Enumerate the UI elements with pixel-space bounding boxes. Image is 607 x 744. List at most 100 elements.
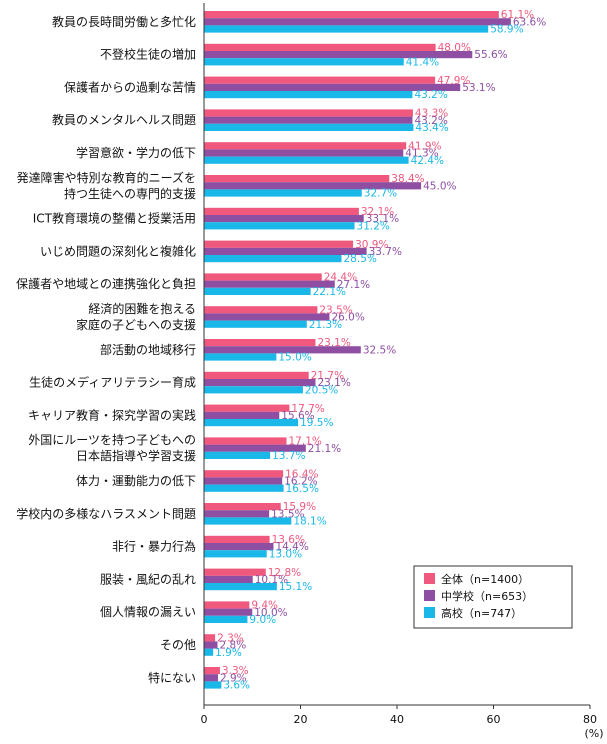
- bar: [204, 175, 390, 183]
- bar: [204, 116, 413, 124]
- bar: [204, 18, 511, 26]
- category-label-line: 日本語指導や学習支援: [76, 448, 196, 463]
- value-label: 24.4%: [324, 272, 357, 284]
- bar: [204, 11, 499, 19]
- legend-swatch: [424, 607, 435, 618]
- bar: [204, 189, 362, 197]
- bar: [204, 273, 322, 281]
- bar: [204, 51, 473, 59]
- bar: [204, 109, 413, 117]
- bar: [204, 91, 413, 99]
- bar: [204, 681, 222, 689]
- value-label: 43.2%: [414, 89, 447, 101]
- value-label: 10.0%: [254, 607, 287, 619]
- value-label: 28.5%: [344, 253, 377, 265]
- value-label: 16.5%: [286, 483, 319, 495]
- bar: [204, 142, 407, 150]
- value-label: 16.2%: [284, 476, 317, 488]
- bar: [204, 535, 270, 543]
- value-label: 55.6%: [474, 49, 507, 61]
- legend: 全体（n=1400） 中学校（n=653） 高校（n=747）: [413, 565, 573, 629]
- bar: [204, 451, 271, 459]
- value-label: 13.6%: [272, 534, 305, 546]
- category-label: いじめ問題の深刻化と複雑化: [40, 243, 196, 258]
- value-label: 18.1%: [293, 516, 326, 528]
- bar: [204, 615, 248, 623]
- value-label: 43.2%: [414, 115, 447, 127]
- bar: [204, 477, 283, 485]
- bar: [204, 149, 404, 157]
- bar: [204, 674, 218, 682]
- value-label: 15.9%: [283, 501, 316, 513]
- bars-layer: [204, 11, 511, 689]
- labels-layer: 教員の長時間労働と多忙化 61.1%63.6%58.9% 不登校生徒の増加 48.0%…: [16, 9, 546, 691]
- category-label: 学校内の多様なハラスメント問題: [16, 506, 196, 521]
- category-label: 部活動の地域移行: [100, 342, 196, 357]
- value-label: 1.9%: [215, 647, 242, 659]
- value-label: 38.4%: [391, 173, 424, 185]
- category-label: ICT教育環境の整備と授業活用: [33, 211, 196, 226]
- bar: [204, 470, 284, 478]
- bar: [204, 601, 250, 609]
- bar: [204, 287, 311, 295]
- bar: [204, 339, 316, 347]
- value-label: 2.9%: [220, 672, 247, 684]
- value-label: 14.4%: [275, 541, 308, 553]
- bar: [204, 247, 367, 255]
- value-label: 17.1%: [289, 436, 322, 448]
- x-tick-label: 60: [487, 713, 501, 726]
- value-label: 32.1%: [361, 206, 394, 218]
- legend-label: 中学校（n=653）: [441, 589, 533, 603]
- legend-label: 全体（n=1400）: [441, 572, 529, 586]
- value-label: 33.7%: [369, 246, 402, 258]
- value-label: 21.3%: [309, 319, 342, 331]
- bar: [204, 306, 318, 314]
- bar: [204, 543, 274, 551]
- category-label: 外国にルーツを持つ子どもへの日本語指導や学習支援: [28, 432, 196, 463]
- value-label: 21.7%: [311, 370, 344, 382]
- bar: [204, 222, 355, 230]
- value-label: 3.6%: [223, 680, 250, 692]
- value-label: 53.1%: [462, 82, 495, 94]
- bar: [204, 517, 292, 525]
- category-label: 教員のメンタルヘルス問題: [52, 112, 196, 127]
- value-label: 41.4%: [406, 56, 439, 68]
- x-axis: 0 20 40 60 80(%): [201, 3, 604, 740]
- value-label: 32.5%: [363, 344, 396, 356]
- bar: [204, 411, 280, 419]
- value-label: 41.9%: [408, 140, 441, 152]
- bar: [204, 207, 359, 215]
- value-label: 12.8%: [268, 567, 301, 579]
- category-label: 体力・運動能力の低下: [76, 474, 196, 488]
- value-label: 23.1%: [317, 377, 350, 389]
- bar: [204, 346, 361, 354]
- bar: [204, 379, 316, 387]
- bar: [204, 575, 253, 583]
- value-label: 30.9%: [355, 239, 388, 251]
- value-label: 22.1%: [313, 286, 346, 298]
- bar: [204, 503, 281, 511]
- bar: [204, 550, 267, 558]
- value-label: 15.0%: [278, 352, 311, 364]
- value-label: 45.0%: [423, 180, 456, 192]
- value-label: 33.1%: [366, 213, 399, 225]
- category-label: 保護者や地域との連携強化と負担: [16, 276, 196, 291]
- value-label: 58.9%: [490, 24, 523, 36]
- bar: [204, 634, 216, 642]
- value-label: 2.3%: [217, 632, 244, 644]
- value-label: 19.5%: [300, 417, 333, 429]
- bar: [204, 404, 290, 412]
- value-label: 63.6%: [513, 16, 546, 28]
- value-label: 9.0%: [249, 614, 276, 626]
- bar: [204, 83, 461, 91]
- bar: [204, 156, 409, 164]
- category-label-line: 家庭の子どもへの支援: [76, 317, 196, 332]
- category-label: 個人情報の漏えい: [100, 605, 196, 619]
- value-label: 32.7%: [364, 188, 397, 200]
- bar: [204, 386, 303, 394]
- value-label: 15.6%: [281, 410, 314, 422]
- value-label: 13.0%: [269, 548, 302, 560]
- bar: [204, 648, 214, 656]
- value-label: 15.1%: [279, 581, 312, 593]
